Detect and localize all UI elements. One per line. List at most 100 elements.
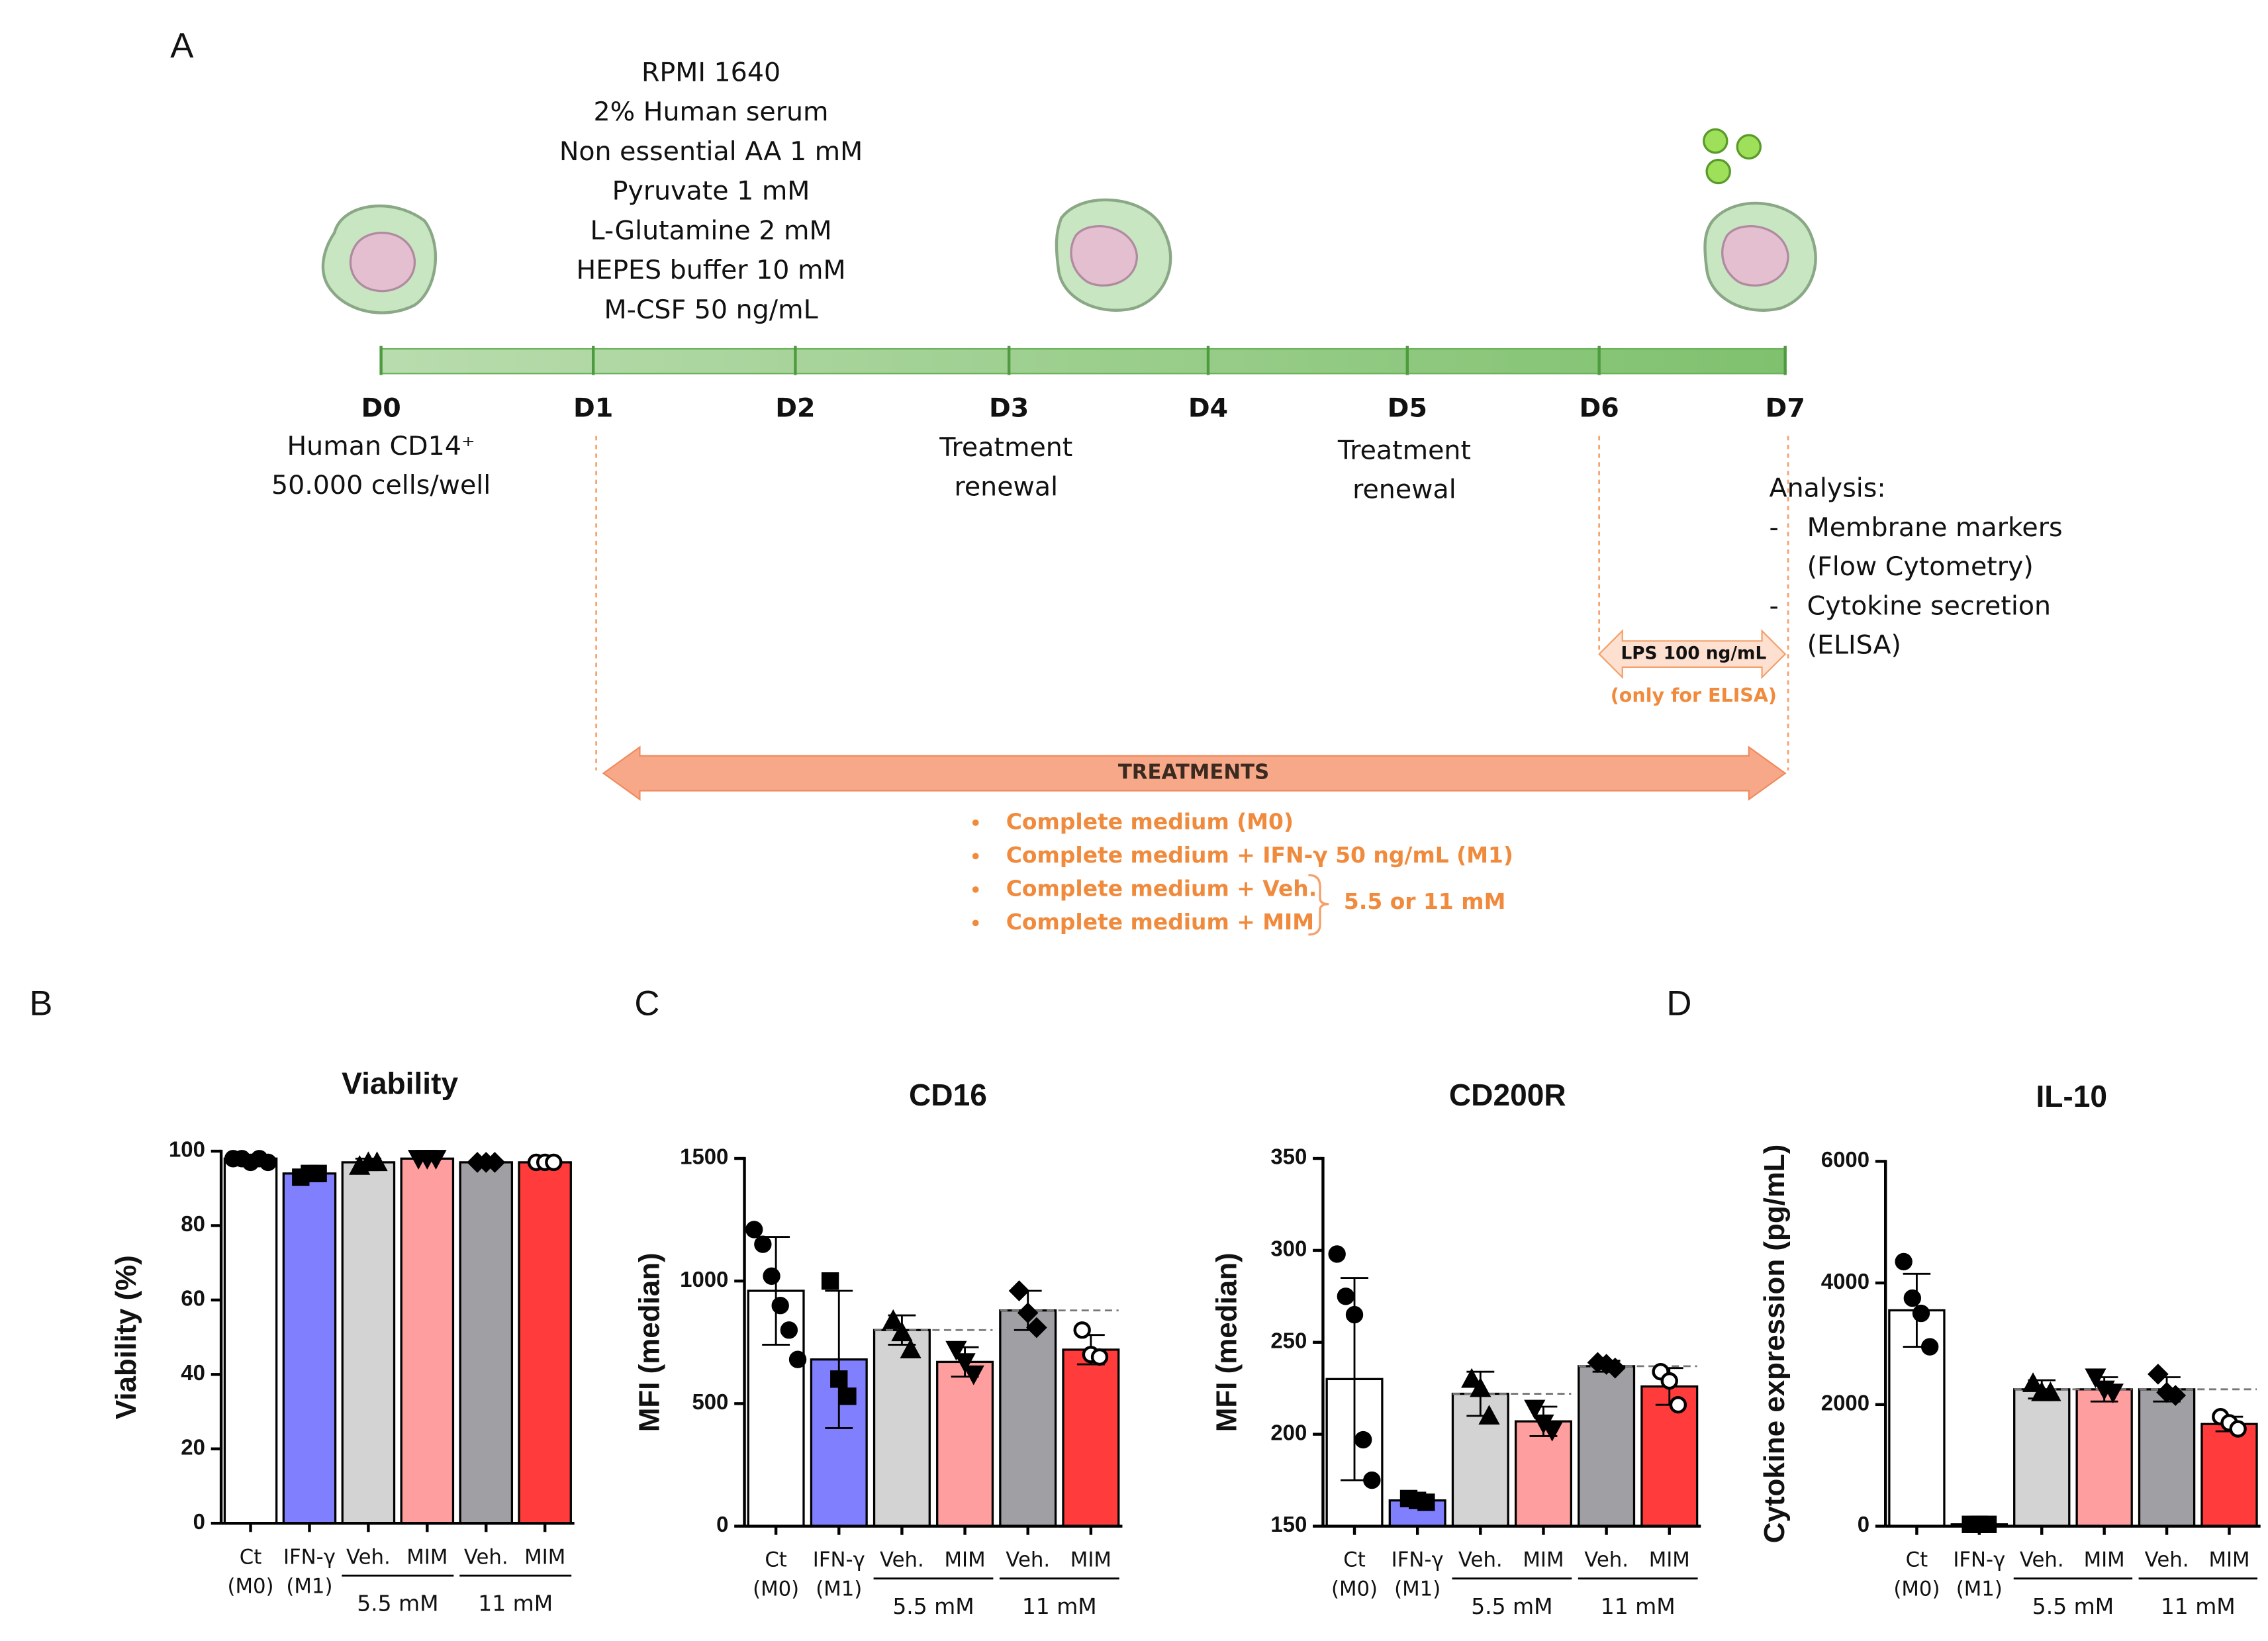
data-point [1979,1515,1997,1533]
x-tick-label: IFN-γ [283,1545,336,1569]
data-point [545,1153,563,1172]
medium-item: Pyruvate 1 mM [612,176,810,207]
guide-line [595,436,1789,771]
data-point [1008,1280,1030,1301]
treatment-item: Complete medium + MIM [1006,909,1314,935]
data-point [2022,1372,2044,1392]
analysis-item: Cytokine secretion [1807,590,2051,621]
cell-icon [1703,201,1817,312]
data-point [2165,1385,2187,1406]
data-point [1669,1396,1687,1414]
group-label: 5.5 mM [357,1591,438,1617]
data-point [745,1221,763,1239]
x-tick-label: MIM [2084,1548,2125,1572]
group-label: 11 mM [1601,1593,1676,1619]
x-tick-label: Veh. [1584,1548,1629,1572]
bar [936,1360,994,1528]
data-point [309,1164,327,1182]
lps-arrow [1598,629,1787,679]
analysis-item: Membrane markers [1807,512,2063,543]
y-axis-label: Cytokine expression (pg/mL) [1758,1145,1791,1544]
x-tick-label: Veh. [2020,1548,2064,1572]
y-axis-label: Viability (%) [110,1255,142,1419]
data-point [1524,1399,1546,1420]
bar [999,1309,1057,1528]
chart-title: CD200R [1449,1078,1566,1112]
group-label: 11 mM [478,1591,553,1617]
day-label: D3 [989,393,1029,424]
group-label: 11 mM [2161,1593,2236,1619]
bar [2200,1423,2258,1528]
treatment-item: Complete medium + Veh. [1006,875,1317,901]
x-tick-label: MIM [406,1545,448,1569]
x-tick-label: Veh. [346,1545,391,1569]
x-tick-label: Veh. [464,1545,508,1569]
analysis-item: (Flow Cytometry) [1807,551,2034,582]
lps-label: LPS 100 ng/mL [1621,644,1766,664]
treatments-title: TREATMENTS [1118,761,1269,784]
x-tick-label: Ct [1343,1548,1366,1572]
bar [459,1161,514,1524]
group-label: 5.5 mM [2032,1593,2114,1619]
y-tick-label: 0 [193,1509,205,1534]
data-point [425,1150,447,1170]
bar [1062,1348,1120,1528]
analysis-title: Analysis: [1770,473,1886,503]
data-point [839,1387,857,1405]
x-tick-label: Ct [1906,1548,1928,1572]
bar [2075,1388,2133,1528]
data-point [1363,1471,1381,1489]
y-tick-label: 250 [1270,1328,1307,1352]
x-tick-label: Veh. [1458,1548,1503,1572]
y-tick-label: 20 [181,1434,205,1459]
bar [2138,1388,2196,1528]
data-point [1604,1357,1626,1379]
x-tick-label: (M0) [1893,1577,1940,1601]
day-label: D0 [361,393,401,424]
medium-item: RPMI 1640 [641,57,780,87]
data-point [780,1321,798,1339]
data-point [900,1338,921,1359]
day-label: D5 [1388,393,1427,424]
chart-title: Viability [342,1066,458,1100]
day-note: Treatment [939,432,1072,463]
data-point [1026,1317,1047,1338]
y-tick-label: 80 [181,1211,205,1236]
bullet [972,819,979,826]
treatment-item: Complete medium + IFN-γ 50 ng/mL (M1) [1006,842,1513,868]
x-tick-label: IFN-γ [1392,1548,1444,1572]
medium-item: 2% Human serum [594,97,829,127]
analysis-bullet: - [1770,590,1779,621]
medium-item: L-Glutamine 2 mM [591,215,832,246]
day-note: 50.000 cells/well [271,470,491,500]
cell-icon [321,204,438,314]
data-point [788,1350,807,1368]
bullet [972,853,979,860]
data-point [2229,1420,2247,1438]
day-label: D4 [1188,393,1228,424]
y-tick-label: 1000 [680,1267,728,1291]
x-tick-label: IFN-γ [1953,1548,2005,1572]
analysis-item: (ELISA) [1807,630,1901,661]
medium-item: HEPES buffer 10 mM [577,255,846,285]
x-tick-label: (M0) [228,1574,274,1598]
bracket [1308,874,1329,936]
data-point [1903,1289,1921,1307]
x-tick-label: (M0) [753,1577,799,1601]
x-tick-label: (M1) [286,1574,332,1598]
day-note: Human CD14⁺ [287,431,475,461]
bar [1640,1385,1699,1528]
chart-title: CD16 [909,1078,987,1112]
bar [341,1161,396,1524]
x-tick-label: Ct [765,1548,787,1572]
data-point [1920,1338,1939,1356]
data-point [963,1365,984,1385]
cell-icon [1055,198,1172,312]
treatment-item: Complete medium (M0) [1006,808,1294,834]
x-tick-label: (M1) [1956,1577,2003,1601]
y-tick-label: 60 [181,1286,205,1311]
data-point [1895,1252,1913,1271]
data-point [366,1151,388,1172]
data-point [1417,1493,1435,1511]
